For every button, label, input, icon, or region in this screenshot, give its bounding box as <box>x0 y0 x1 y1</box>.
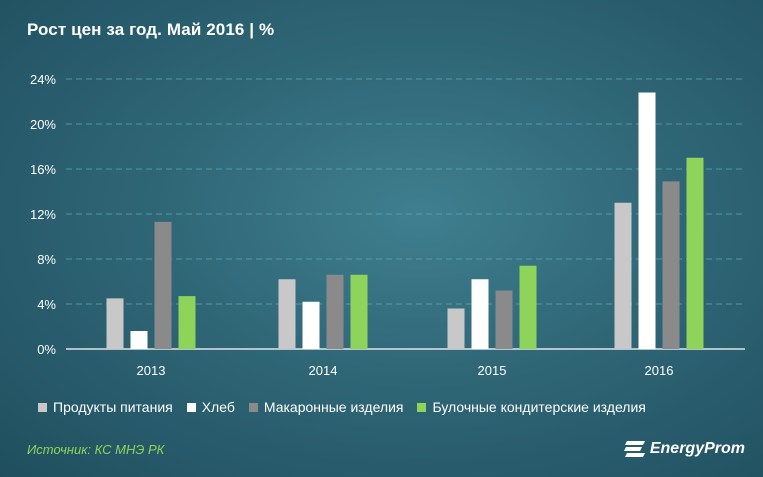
bar <box>350 274 368 349</box>
legend-swatch <box>417 402 427 412</box>
legend-item: Продукты питания <box>38 399 173 415</box>
legend-swatch <box>38 402 47 412</box>
energyprom-logo-icon <box>623 441 645 457</box>
legend-swatch <box>186 402 196 412</box>
legend-item: Хлеб <box>186 399 235 415</box>
legend-swatch <box>248 402 258 412</box>
legend-label: Продукты питания <box>53 399 173 415</box>
chart-legend: Продукты питания Хлеб Макаронные изделия Бу… <box>38 399 646 415</box>
bar <box>326 274 344 349</box>
y-tick-label: 4% <box>37 297 56 312</box>
bar <box>154 221 172 349</box>
y-tick-label: 20% <box>30 117 56 132</box>
chart-title: Рост цен за год. Май 2016 | % <box>27 20 275 39</box>
bar <box>686 157 704 349</box>
y-tick-label: 8% <box>37 252 56 267</box>
x-tick-label: 2016 <box>645 363 674 378</box>
bar <box>302 301 320 349</box>
brand-logo: EnergyProm <box>623 440 745 458</box>
bar <box>614 202 632 349</box>
y-tick-label: 24% <box>30 72 56 87</box>
y-tick-label: 0% <box>37 342 56 357</box>
x-tick-label: 2015 <box>478 363 507 378</box>
legend-label: Хлеб <box>201 399 235 415</box>
bar <box>638 92 656 349</box>
y-tick-label: 12% <box>30 207 56 222</box>
bar <box>519 265 537 349</box>
bar <box>106 298 124 349</box>
bar <box>278 279 296 349</box>
legend-label: Макаронные изделия <box>263 399 404 415</box>
legend-item: Макаронные изделия <box>248 399 404 415</box>
bar <box>447 308 465 349</box>
bar <box>495 290 513 349</box>
x-tick-label: 2014 <box>309 363 338 378</box>
bar <box>178 296 196 349</box>
bar <box>471 279 489 349</box>
y-tick-label: 16% <box>30 162 56 177</box>
bar <box>130 331 148 349</box>
legend-item: Булочные кондитерские изделия <box>417 399 646 415</box>
legend-label: Булочные кондитерские изделия <box>432 399 646 415</box>
source-note: Источник: КС МНЭ РК <box>27 442 165 457</box>
bar <box>662 181 680 349</box>
x-tick-label: 2013 <box>137 363 166 378</box>
brand-name: EnergyProm <box>649 440 745 457</box>
